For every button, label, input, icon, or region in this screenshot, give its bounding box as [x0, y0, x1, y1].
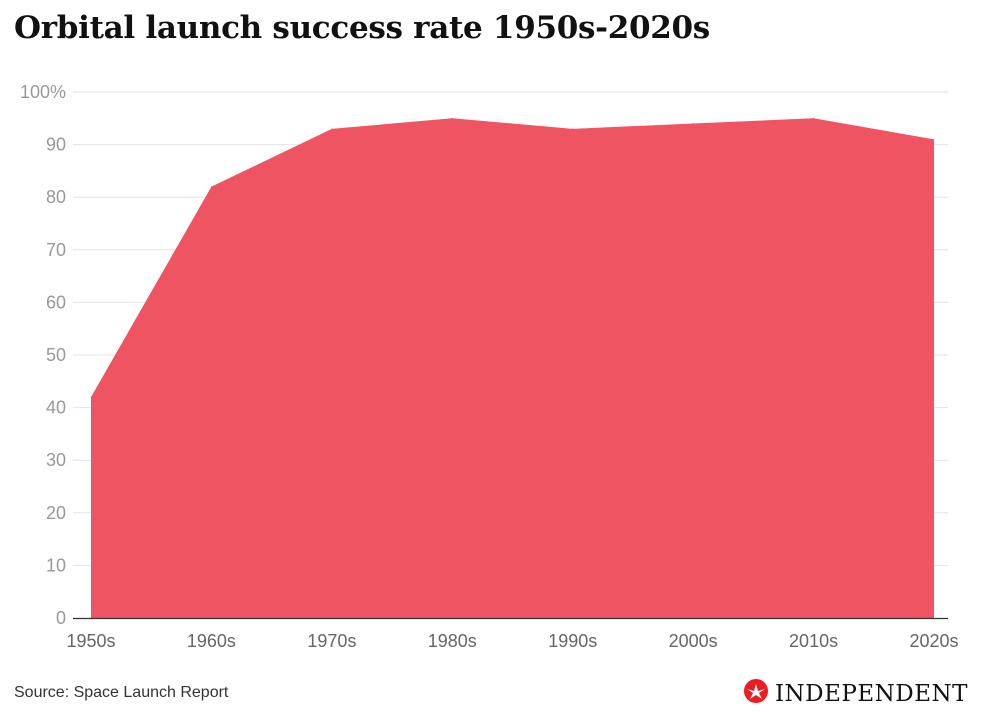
- chart-title: Orbital launch success rate 1950s-2020s: [14, 10, 710, 46]
- y-tick-label: 10: [46, 555, 66, 575]
- y-tick-label: 100%: [20, 82, 66, 102]
- x-tick-label: 1970s: [307, 631, 356, 651]
- y-tick-label: 80: [46, 187, 66, 207]
- x-tick-label: 1980s: [428, 631, 477, 651]
- y-tick-label: 90: [46, 135, 66, 155]
- x-axis-labels: 1950s 1960s 1970s 1980s 1990s 2000s 2010s 2020s: [66, 631, 958, 651]
- area-series: [90, 117, 935, 619]
- data-point-1970s: [331, 128, 333, 130]
- data-point-2000s: [692, 123, 694, 125]
- data-point-1990s: [572, 128, 574, 130]
- eagle-icon: [743, 678, 769, 709]
- y-tick-label: 0: [56, 608, 66, 628]
- brand-name: INDEPENDENT: [774, 680, 968, 707]
- data-point-2020s: [933, 138, 935, 140]
- data-point-2010s: [813, 117, 815, 119]
- x-tick-label: 2000s: [669, 631, 718, 651]
- data-point-1950s: [90, 396, 92, 398]
- y-axis-labels: 0 10 20 30 40 50 60 70 80 90 100%: [20, 82, 66, 628]
- x-tick-label: 1960s: [187, 631, 236, 651]
- y-tick-label: 50: [46, 345, 66, 365]
- x-tick-label: 1950s: [66, 631, 115, 651]
- y-tick-label: 20: [46, 503, 66, 523]
- x-tick-label: 2020s: [909, 631, 958, 651]
- x-tick-label: 1990s: [548, 631, 597, 651]
- x-tick-label: 2010s: [789, 631, 838, 651]
- y-tick-label: 70: [46, 240, 66, 260]
- data-point-1960s: [210, 186, 212, 188]
- y-tick-label: 30: [46, 450, 66, 470]
- area-fill: [91, 118, 934, 619]
- source-note: Source: Space Launch Report: [14, 684, 229, 701]
- data-point-1980s: [451, 117, 453, 119]
- y-tick-label: 60: [46, 292, 66, 312]
- y-tick-label: 40: [46, 398, 66, 418]
- publisher-logo: INDEPENDENT: [743, 678, 968, 709]
